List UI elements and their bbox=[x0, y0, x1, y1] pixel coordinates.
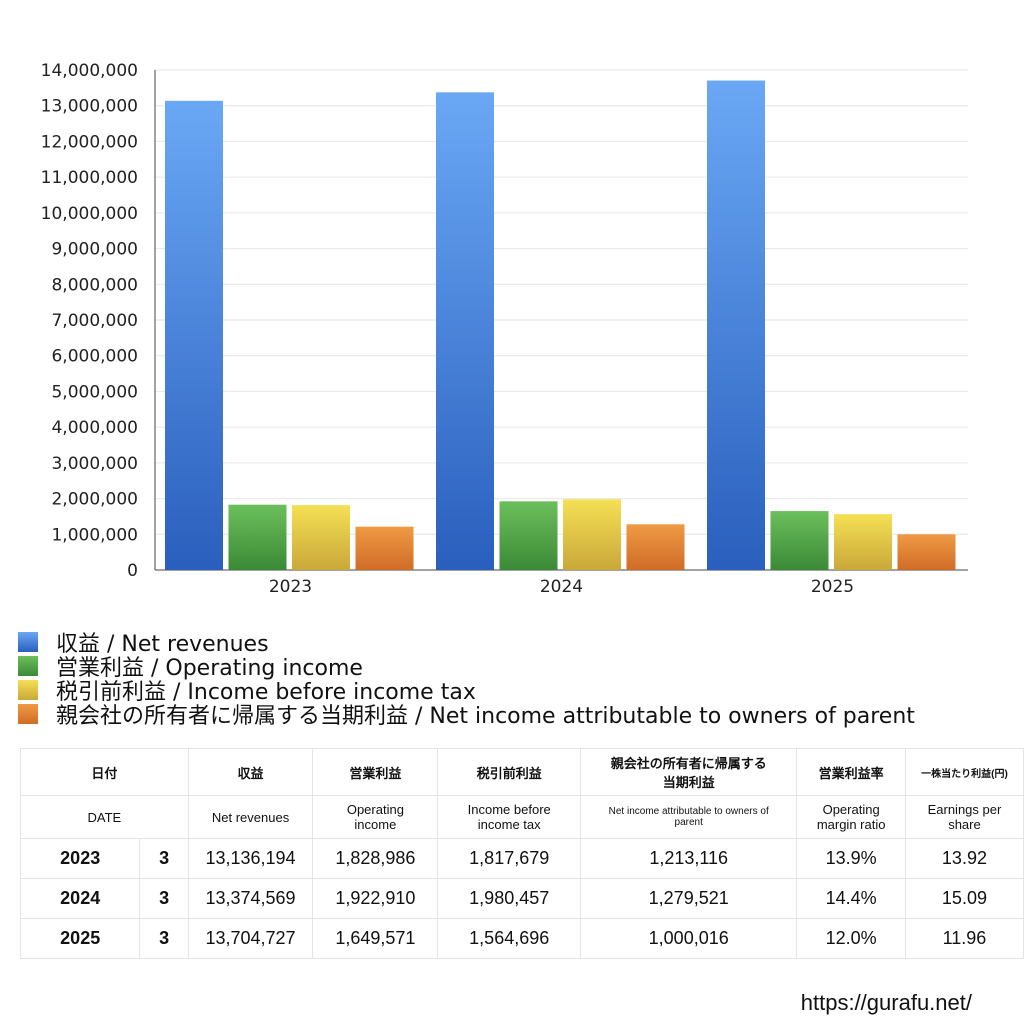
bar-2023-series-3 bbox=[355, 526, 414, 570]
header-cell: 親会社の所有者に帰属する当期利益 bbox=[580, 748, 798, 796]
cell-year: 2025 bbox=[19, 918, 141, 959]
cell: 14.4% bbox=[796, 878, 906, 919]
bar-2024-series-1 bbox=[499, 501, 558, 570]
legend-label: 親会社の所有者に帰属する当期利益 / Net income attributab… bbox=[56, 704, 915, 729]
cell: 1,922,910 bbox=[312, 878, 439, 919]
header-cell: 税引前利益 bbox=[437, 748, 582, 796]
bar-2025-series-3 bbox=[897, 534, 956, 570]
bar-2025-series-1 bbox=[770, 511, 829, 570]
cell: 1,980,457 bbox=[437, 878, 582, 919]
cell: 1,213,116 bbox=[580, 838, 798, 879]
legend-item: 税引前利益 / Income before income tax bbox=[18, 678, 915, 705]
legend-swatch bbox=[18, 704, 38, 724]
cell: 1,564,696 bbox=[437, 918, 582, 959]
cell-month: 3 bbox=[139, 918, 189, 959]
cell: 1,279,521 bbox=[580, 878, 798, 919]
header-cell: 収益 bbox=[187, 748, 314, 796]
y-tick-label: 3,000,000 bbox=[51, 454, 138, 474]
bar-2024-series-0 bbox=[436, 92, 494, 570]
cell: 1,828,986 bbox=[312, 838, 439, 879]
x-tick-label: 2023 bbox=[269, 577, 312, 597]
header-cell: 日付 bbox=[20, 748, 189, 796]
legend-label: 税引前利益 / Income before income tax bbox=[56, 680, 476, 705]
bar-chart: 0 1,000,000 2,000,000 3,000,000 4,000,000 5,0… bbox=[41, 61, 968, 597]
y-tick-label: 0 bbox=[127, 561, 138, 581]
header-row-jp: 日付 収益 営業利益 税引前利益 親会社の所有者に帰属する当期利益 営業利益率 … bbox=[20, 748, 1024, 796]
cell: 13.9% bbox=[796, 838, 906, 879]
legend-label: 収益 / Net revenues bbox=[56, 632, 269, 657]
y-tick-label: 10,000,000 bbox=[41, 204, 138, 224]
y-tick-label: 12,000,000 bbox=[41, 132, 138, 152]
y-tick-label: 13,000,000 bbox=[41, 97, 138, 117]
header-cell: Net revenues bbox=[187, 795, 314, 839]
cell: 13,136,194 bbox=[187, 838, 314, 879]
y-tick-label: 2,000,000 bbox=[51, 490, 138, 510]
x-tick-label: 2025 bbox=[811, 577, 854, 597]
cell: 13,374,569 bbox=[187, 878, 314, 919]
y-tick-label: 6,000,000 bbox=[51, 347, 138, 367]
x-tick-label: 2024 bbox=[540, 577, 583, 597]
cell-month: 3 bbox=[139, 838, 189, 879]
legend-label: 営業利益 / Operating income bbox=[56, 656, 363, 681]
bar-2023-series-0 bbox=[165, 100, 223, 570]
cell: 1,000,016 bbox=[580, 918, 798, 959]
legend: 収益 / Net revenues 営業利益 / Operating incom… bbox=[18, 630, 915, 729]
header-cell: DATE bbox=[20, 795, 189, 839]
bar-2025-series-2 bbox=[834, 514, 892, 570]
y-tick-label: 7,000,000 bbox=[51, 311, 138, 331]
header-row-en: DATE Net revenues Operating income Incom… bbox=[20, 795, 1024, 839]
legend-swatch bbox=[18, 680, 38, 700]
table-row: 2023 3 13,136,194 1,828,986 1,817,679 1,213,… bbox=[19, 838, 1024, 879]
bar-2024-series-2 bbox=[563, 499, 621, 570]
y-tick-label: 14,000,000 bbox=[41, 61, 138, 81]
cell: 15.09 bbox=[904, 878, 1024, 919]
header-cell: Net income attributable to owners of par… bbox=[580, 795, 798, 839]
header-cell: Earnings per share bbox=[904, 795, 1024, 839]
header-cell: 営業利益 bbox=[312, 748, 439, 796]
cell: 1,649,571 bbox=[312, 918, 439, 959]
header-cell: Operating margin ratio bbox=[796, 795, 906, 839]
legend-item: 収益 / Net revenues bbox=[18, 630, 915, 657]
legend-item: 親会社の所有者に帰属する当期利益 / Net income attributab… bbox=[18, 702, 915, 729]
header-cell: Operating income bbox=[312, 795, 439, 839]
y-tick-label: 4,000,000 bbox=[51, 418, 138, 438]
cell: 1,817,679 bbox=[437, 838, 582, 879]
cell: 11.96 bbox=[904, 918, 1024, 959]
legend-swatch bbox=[18, 656, 38, 676]
table-row: 2024 3 13,374,569 1,922,910 1,980,457 1,279,… bbox=[19, 878, 1024, 919]
header-cell: 一株当たり利益(円) bbox=[904, 748, 1024, 796]
cell-month: 3 bbox=[139, 878, 189, 919]
cell-year: 2024 bbox=[19, 878, 141, 919]
header-cell: Income before income tax bbox=[437, 795, 582, 839]
cell-year: 2023 bbox=[19, 838, 141, 879]
bar-2025-series-0 bbox=[707, 80, 765, 570]
bar-2023-series-2 bbox=[292, 505, 350, 570]
cell: 12.0% bbox=[796, 918, 906, 959]
cell: 13.92 bbox=[904, 838, 1024, 879]
legend-item: 営業利益 / Operating income bbox=[18, 654, 915, 681]
header-cell: 営業利益率 bbox=[796, 748, 906, 796]
y-tick-label: 9,000,000 bbox=[51, 240, 138, 260]
y-tick-label: 8,000,000 bbox=[51, 275, 138, 295]
bar-2024-series-3 bbox=[626, 524, 685, 570]
cell: 13,704,727 bbox=[187, 918, 314, 959]
table-row: 2025 3 13,704,727 1,649,571 1,564,696 1,000,… bbox=[19, 918, 1024, 959]
data-table: 日付 収益 営業利益 税引前利益 親会社の所有者に帰属する当期利益 営業利益率 … bbox=[19, 748, 1024, 959]
y-tick-label: 11,000,000 bbox=[41, 168, 138, 188]
bar-2023-series-1 bbox=[228, 504, 287, 570]
site-url[interactable]: https://gurafu.net/ bbox=[800, 990, 972, 1015]
legend-swatch bbox=[18, 632, 38, 652]
y-tick-label: 1,000,000 bbox=[51, 525, 138, 545]
y-tick-label: 5,000,000 bbox=[51, 382, 138, 402]
